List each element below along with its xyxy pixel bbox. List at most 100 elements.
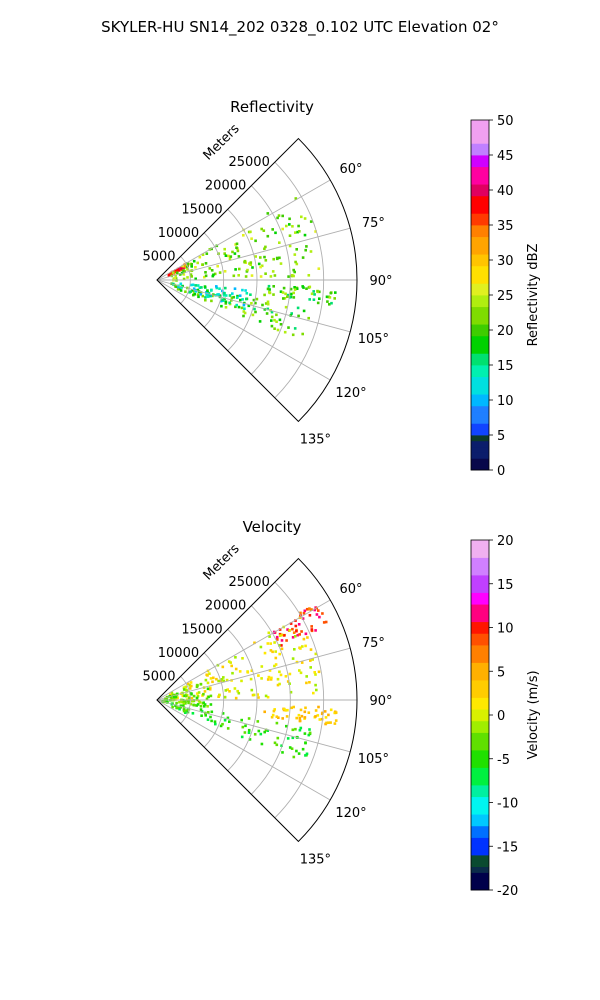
echo-pixel (312, 691, 315, 695)
echo-pixel (278, 632, 282, 636)
echo-pixel (196, 261, 199, 265)
echo-pixel (210, 269, 214, 272)
echo-pixel (230, 664, 233, 668)
echo-pixel (293, 648, 296, 651)
colorbar-segment (471, 271, 489, 278)
echo-pixel (270, 324, 274, 328)
echo-pixel (290, 706, 293, 710)
echo-pixel (292, 705, 295, 709)
echo-pixel (254, 255, 257, 258)
echo-pixel (290, 747, 294, 750)
colorbar-segment (471, 236, 489, 243)
echo-pixel (168, 693, 172, 697)
echo-pixel (263, 651, 267, 655)
echo-pixel (193, 703, 196, 707)
echo-pixel (202, 701, 205, 704)
echo-pixel (288, 223, 291, 226)
echo-pixel (186, 276, 189, 279)
range-tick-label: 25000 (228, 155, 269, 170)
echo-pixel (267, 284, 271, 288)
angle-tick-label: 135° (300, 852, 331, 867)
panel-title: Reflectivity (230, 98, 314, 116)
echo-pixel (224, 689, 228, 692)
echo-pixel (256, 720, 260, 723)
echo-pixel (185, 689, 188, 692)
echo-pixel (234, 268, 237, 271)
echo-pixel (312, 298, 316, 301)
echo-pixel (201, 263, 204, 266)
echo-pixel (291, 728, 295, 732)
echo-pixel (251, 313, 255, 317)
echo-pixel (249, 263, 252, 266)
echo-pixel (190, 684, 193, 688)
echo-pixel (276, 677, 280, 681)
echo-pixel (304, 741, 307, 744)
echo-layer (167, 197, 337, 337)
echo-pixel (292, 291, 295, 295)
echo-pixel (206, 718, 210, 721)
colorbar-segment (471, 283, 489, 290)
echo-pixel (286, 708, 289, 712)
colorbar-segment (471, 353, 489, 360)
echo-pixel (314, 683, 317, 687)
echo-pixel (298, 633, 301, 636)
echo-pixel (264, 302, 268, 305)
echo-pixel (197, 700, 201, 703)
echo-pixel (231, 292, 234, 295)
echo-pixel (189, 290, 192, 293)
echo-pixel (315, 613, 319, 616)
echo-pixel (204, 262, 208, 265)
echo-pixel (299, 726, 303, 730)
echo-pixel (298, 230, 301, 233)
echo-pixel (299, 647, 302, 650)
echo-pixel (266, 234, 270, 238)
colorbar-segment (471, 569, 489, 576)
echo-pixel (228, 301, 231, 305)
echo-pixel (295, 287, 299, 290)
echo-pixel (299, 611, 302, 615)
echo-pixel (221, 722, 224, 726)
echo-pixel (293, 253, 297, 256)
echo-pixel (266, 212, 270, 215)
range-tick-label: 20000 (205, 599, 246, 614)
echo-pixel (252, 693, 256, 697)
colorbar-segment (471, 213, 489, 220)
echo-pixel (257, 729, 261, 733)
echo-pixel (180, 700, 184, 704)
range-tick-label: 25000 (228, 575, 269, 590)
colorbar-segment (471, 825, 489, 833)
echo-pixel (285, 715, 289, 718)
echo-pixel (293, 270, 296, 274)
echo-pixel (235, 242, 239, 246)
echo-pixel (176, 267, 180, 271)
echo-pixel (231, 671, 234, 675)
echo-pixel (180, 286, 183, 289)
echo-pixel (304, 754, 307, 757)
echo-pixel (304, 644, 307, 648)
echo-pixel (196, 288, 200, 292)
echo-pixel (200, 286, 203, 289)
colorbar-tick-label: 10 (497, 394, 514, 409)
echo-pixel (229, 661, 232, 664)
colorbar-segment (471, 400, 489, 407)
colorbar-segment (471, 458, 489, 465)
colorbar-segment (471, 289, 489, 296)
echo-pixel (318, 290, 321, 294)
echo-pixel (243, 311, 247, 315)
echo-pixel (250, 688, 254, 692)
echo-pixel (215, 285, 218, 288)
echo-pixel (218, 271, 222, 274)
echo-pixel (313, 608, 317, 612)
echo-pixel (279, 290, 283, 293)
echo-pixel (233, 252, 237, 255)
colorbar-segment (471, 125, 489, 133)
echo-pixel (280, 647, 284, 651)
echo-pixel (196, 284, 200, 287)
echo-pixel (199, 704, 203, 708)
echo-pixel (305, 287, 308, 290)
reflectivity-panel: Reflectivity500010000150002000025000Mete… (142, 98, 541, 479)
colorbar-segment (471, 843, 489, 850)
echo-pixel (274, 663, 278, 666)
echo-pixel (293, 286, 296, 289)
echo-pixel (224, 286, 227, 290)
